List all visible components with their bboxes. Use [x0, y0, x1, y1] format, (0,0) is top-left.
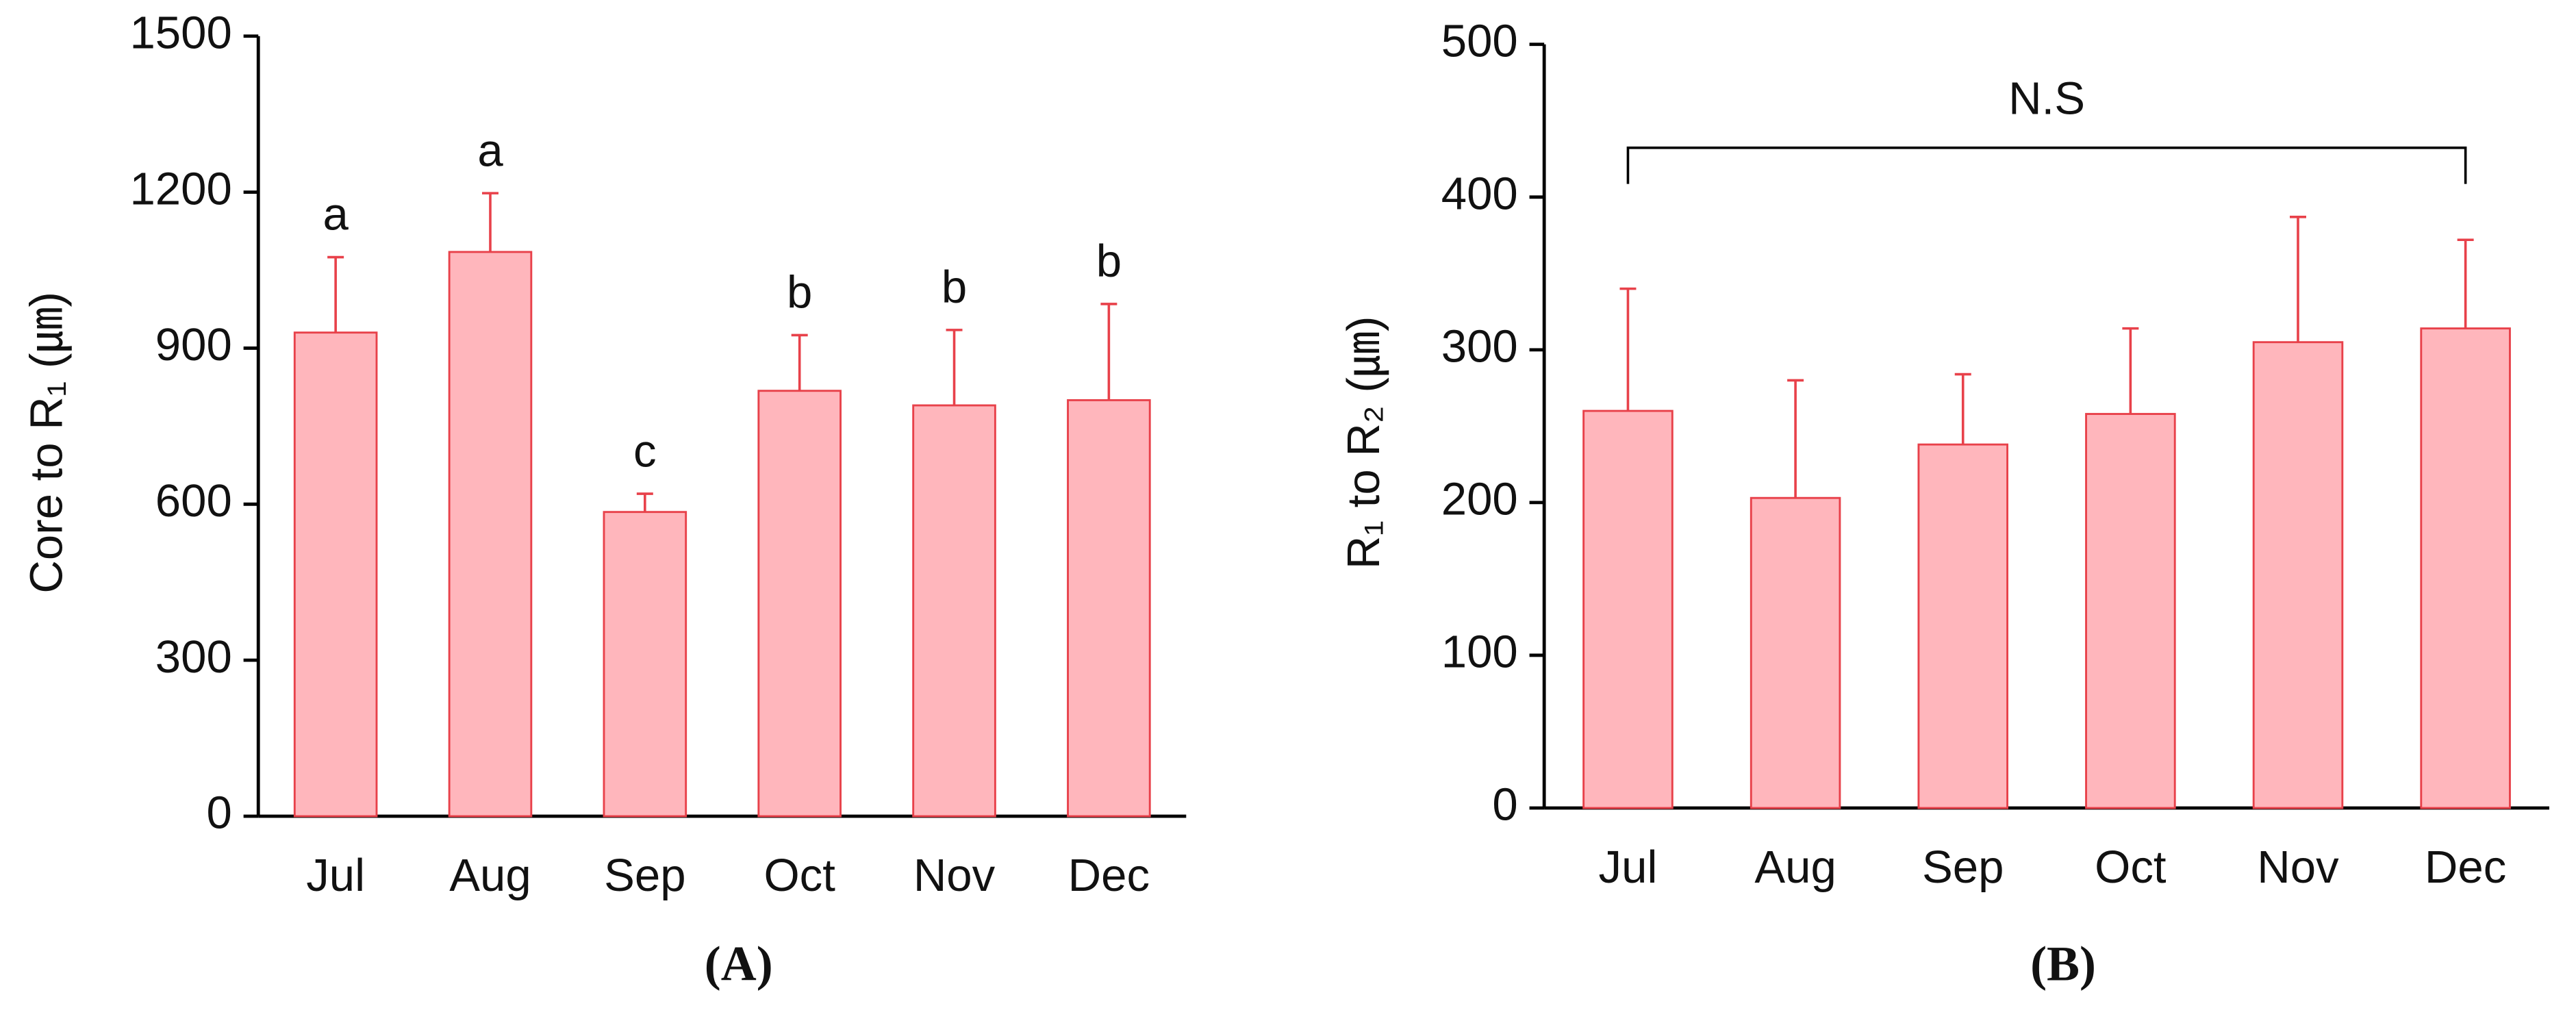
error-bar [481, 192, 498, 252]
error-bar [327, 255, 344, 333]
panel-label: (B) [2030, 937, 2096, 992]
y-axis-label: R₁ to R₂ (㎛) [1338, 316, 1389, 570]
y-tick-label: 300 [155, 631, 232, 683]
y-tick-label: 1200 [129, 163, 231, 214]
significance-letter: b [942, 262, 967, 313]
y-tick-label: 600 [155, 475, 232, 527]
y-tick-label: 0 [207, 787, 232, 839]
bar [448, 251, 533, 818]
error-bar [2122, 327, 2139, 414]
significance-letter: a [323, 189, 349, 240]
bar [1067, 399, 1151, 818]
y-axis-label: Core to R₁ (㎛) [21, 292, 72, 593]
error-bar [2290, 216, 2306, 342]
bar [1917, 443, 2008, 809]
annotation: N.S [2008, 73, 2085, 124]
x-tick-label: Aug [1754, 842, 1836, 893]
bracket [1626, 147, 2467, 184]
error-bar [1619, 287, 1637, 412]
bar [757, 390, 842, 818]
x-tick-label: Nov [2257, 842, 2339, 893]
significance-letter: a [477, 125, 503, 176]
panel-label: (A) [705, 937, 773, 992]
significance-letter: c [633, 425, 657, 477]
error-bar [2457, 238, 2474, 329]
x-tick-label: Oct [2095, 842, 2167, 893]
error-bar [1100, 303, 1117, 401]
error-bar [636, 492, 653, 512]
bar [912, 404, 996, 818]
error-bar [1954, 373, 1971, 445]
x-tick-label: Jul [306, 850, 365, 901]
y-tick-label: 400 [1441, 168, 1518, 220]
bar [293, 331, 378, 818]
x-tick-label: Dec [1068, 850, 1150, 901]
bar [2085, 413, 2176, 809]
bar [2420, 327, 2511, 809]
bar [1582, 409, 1674, 809]
significance-letter: b [1096, 236, 1122, 287]
x-tick-label: Jul [1599, 842, 1658, 893]
y-tick-label: 1500 [129, 7, 231, 58]
y-tick-label: 900 [155, 319, 232, 370]
y-tick-label: 200 [1441, 474, 1518, 525]
error-bar [791, 333, 808, 391]
bar [2252, 341, 2344, 809]
x-tick-label: Nov [913, 850, 996, 901]
significance-letter: b [787, 267, 812, 318]
error-bar [1787, 379, 1804, 498]
y-tick-label: 0 [1492, 779, 1517, 831]
x-tick-label: Sep [604, 850, 685, 901]
y-tick-label: 500 [1441, 15, 1518, 66]
x-tick-label: Dec [2425, 842, 2506, 893]
x-tick-label: Aug [449, 850, 531, 901]
error-bar [946, 329, 963, 405]
x-tick-label: Oct [763, 850, 835, 901]
y-tick-label: 100 [1441, 627, 1518, 678]
bar [1750, 496, 1841, 809]
bar [603, 511, 687, 818]
x-tick-label: Sep [1922, 842, 2004, 893]
y-tick-label: 300 [1441, 321, 1518, 373]
